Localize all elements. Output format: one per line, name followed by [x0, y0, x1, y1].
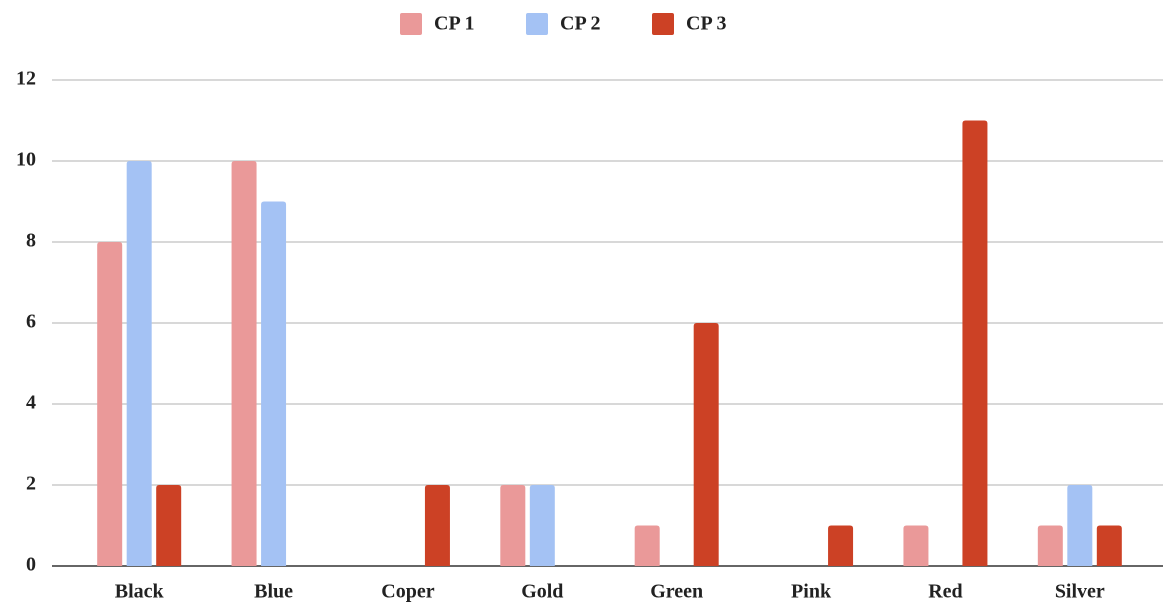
- y-tick-label: 0: [26, 554, 36, 576]
- bar: [903, 525, 929, 566]
- x-tick-label: Blue: [254, 581, 293, 603]
- bar: [1096, 525, 1122, 566]
- bar: [500, 485, 526, 566]
- x-tick-label: Green: [650, 581, 703, 603]
- legend-label: CP 1: [434, 13, 475, 35]
- bar: [634, 525, 660, 566]
- legend-swatch: [652, 13, 674, 35]
- bar: [126, 161, 152, 566]
- bar: [424, 485, 450, 566]
- x-tick-label: Gold: [521, 581, 563, 603]
- bar: [261, 201, 287, 566]
- bar: [962, 120, 988, 566]
- x-tick-label: Black: [115, 581, 165, 603]
- bar: [97, 242, 123, 566]
- legend-swatch: [400, 13, 422, 35]
- y-tick-label: 6: [26, 311, 36, 333]
- y-tick-label: 12: [16, 68, 36, 90]
- bar: [231, 161, 257, 566]
- y-tick-label: 8: [26, 230, 36, 252]
- bar: [1067, 485, 1093, 566]
- x-tick-label: Silver: [1055, 581, 1105, 603]
- x-tick-label: Coper: [381, 581, 434, 603]
- bar: [828, 525, 854, 566]
- x-tick-label: Pink: [791, 581, 832, 603]
- legend-label: CP 2: [560, 13, 601, 35]
- bar: [693, 323, 719, 566]
- y-tick-label: 2: [26, 473, 36, 495]
- legend-label: CP 3: [686, 13, 727, 35]
- bar: [1037, 525, 1063, 566]
- bar: [529, 485, 555, 566]
- y-tick-label: 4: [26, 392, 36, 414]
- x-tick-label: Red: [928, 581, 962, 603]
- bar: [156, 485, 182, 566]
- legend-swatch: [526, 13, 548, 35]
- y-tick-label: 10: [16, 149, 36, 171]
